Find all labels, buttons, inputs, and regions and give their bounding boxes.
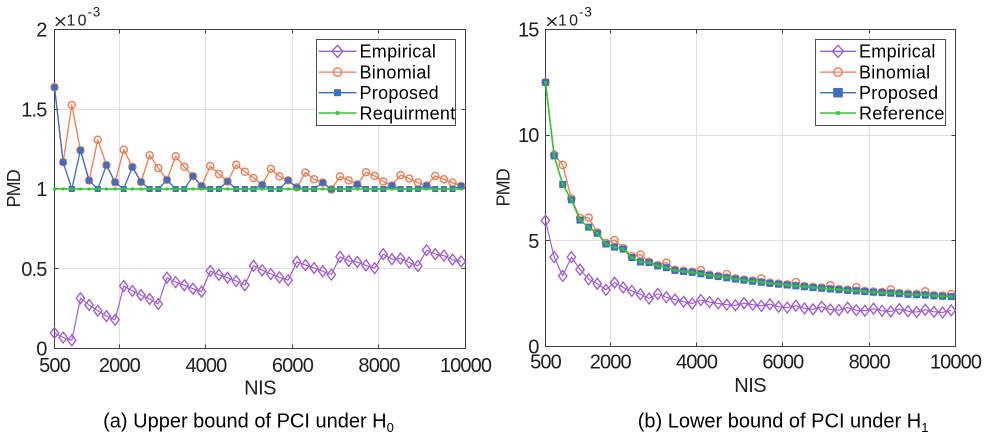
svg-text:-3: -3 — [88, 5, 102, 20]
svg-text:0: 0 — [528, 337, 539, 359]
svg-text:Binomial: Binomial — [360, 62, 431, 82]
svg-text:Requirment: Requirment — [360, 103, 456, 123]
svg-text:10000: 10000 — [440, 355, 492, 377]
svg-text:2: 2 — [36, 20, 47, 42]
svg-text:Proposed: Proposed — [859, 83, 938, 103]
svg-text:Binomial: Binomial — [859, 62, 930, 82]
svg-text:Reference: Reference — [859, 103, 945, 123]
svg-text:Empirical: Empirical — [360, 42, 437, 62]
svg-text:PMD: PMD — [4, 169, 24, 207]
svg-text:5: 5 — [528, 231, 539, 253]
svg-text:0: 0 — [36, 339, 47, 361]
svg-text:4000: 4000 — [185, 355, 227, 377]
svg-text:PMD: PMD — [494, 168, 514, 206]
svg-text:2000: 2000 — [590, 352, 632, 374]
svg-text:10: 10 — [518, 125, 539, 147]
svg-text:(b) Lower bound of PCI under H: (b) Lower bound of PCI under H1 — [638, 411, 929, 435]
svg-text:500: 500 — [530, 352, 562, 374]
svg-text:15: 15 — [518, 20, 539, 42]
svg-text:10000: 10000 — [930, 352, 982, 374]
svg-text:10: 10 — [558, 13, 580, 30]
svg-text:1: 1 — [36, 179, 47, 201]
svg-text:NIS: NIS — [244, 378, 276, 400]
svg-text:NIS: NIS — [734, 375, 766, 397]
svg-text:6000: 6000 — [762, 352, 804, 374]
svg-text:8000: 8000 — [358, 355, 400, 377]
svg-text:0.5: 0.5 — [21, 259, 47, 281]
svg-text:2000: 2000 — [99, 355, 141, 377]
svg-text:(a) Upper bound of PCI under H: (a) Upper bound of PCI under H0 — [103, 411, 394, 435]
svg-text:Proposed: Proposed — [360, 83, 439, 103]
svg-text:4000: 4000 — [676, 352, 718, 374]
svg-text:-3: -3 — [579, 5, 593, 20]
svg-text:500: 500 — [39, 355, 71, 377]
svg-text:10: 10 — [67, 13, 89, 30]
svg-text:8000: 8000 — [849, 352, 891, 374]
svg-text:1.5: 1.5 — [21, 99, 47, 121]
svg-text:6000: 6000 — [272, 355, 314, 377]
svg-text:Empirical: Empirical — [859, 42, 936, 62]
